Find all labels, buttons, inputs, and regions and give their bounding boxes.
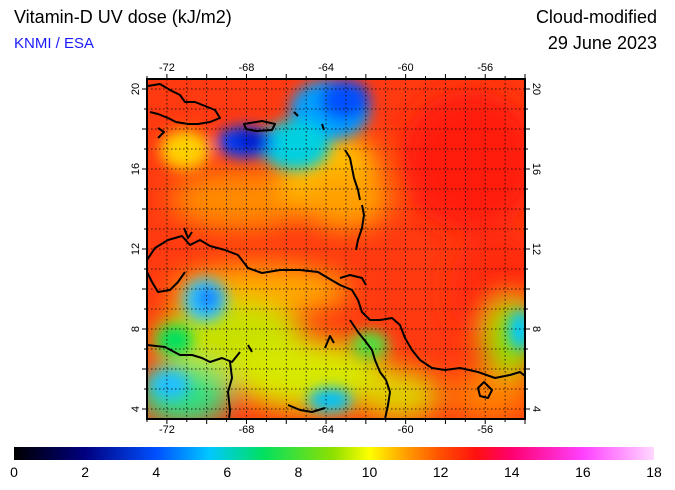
- colorbar-label-6: 12: [433, 464, 449, 480]
- lon-tick-top-3: -60: [398, 62, 414, 74]
- frame-ticks: [142, 74, 530, 424]
- uv-dose-field: [147, 79, 525, 419]
- lat-tick-right-2: 12: [530, 243, 542, 255]
- lon-tick-bottom-4: -56: [477, 424, 493, 436]
- colorbar-label-8: 16: [575, 464, 591, 480]
- map-subtitle: Cloud-modified: [535, 7, 657, 27]
- lon-tick-bottom-1: -68: [239, 424, 255, 436]
- lat-tick-left-1: 8: [130, 326, 142, 332]
- colorbar-label-7: 14: [504, 464, 520, 480]
- lon-tick-top-4: -56: [477, 62, 493, 74]
- lat-tick-right-0: 4: [530, 406, 542, 412]
- lat-tick-left-3: 16: [130, 163, 142, 175]
- colorbar-label-1: 2: [81, 464, 89, 480]
- credit-label: KNMI / ESA: [14, 35, 95, 52]
- colorbar-label-3: 6: [223, 464, 231, 480]
- colorbar: [14, 447, 654, 460]
- graticule: [147, 79, 525, 419]
- lon-tick-top-0: -72: [159, 62, 175, 74]
- colorbar-label-5: 10: [362, 464, 378, 480]
- lon-tick-bottom-2: -64: [318, 424, 334, 436]
- lat-tick-left-4: 20: [130, 83, 142, 95]
- map-title: Vitamin-D UV dose (kJ/m2): [14, 7, 232, 27]
- colorbar-label-4: 8: [295, 464, 303, 480]
- lat-tick-right-1: 8: [530, 326, 542, 332]
- lon-tick-bottom-0: -72: [159, 424, 175, 436]
- lat-tick-left-0: 4: [130, 406, 142, 412]
- coastline: [147, 83, 525, 419]
- lon-tick-top-2: -64: [318, 62, 334, 74]
- colorbar-label-2: 4: [152, 464, 160, 480]
- lat-tick-left-2: 12: [130, 243, 142, 255]
- lat-tick-right-4: 20: [530, 83, 542, 95]
- lat-tick-right-3: 16: [530, 163, 542, 175]
- map-date: 29 June 2023: [547, 33, 657, 53]
- colorbar-label-9: 18: [646, 464, 662, 480]
- lon-tick-bottom-3: -60: [398, 424, 414, 436]
- colorbar-label-0: 0: [10, 464, 18, 480]
- lon-tick-top-1: -68: [239, 62, 255, 74]
